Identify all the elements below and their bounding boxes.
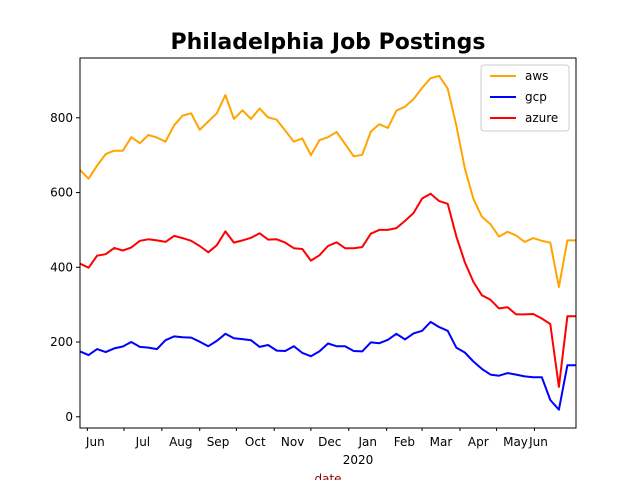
y-tick-label: 0 bbox=[65, 410, 73, 424]
x-tick-label: Jun bbox=[85, 435, 105, 449]
legend-label-azure: azure bbox=[525, 111, 558, 125]
x-tick-label: Apr bbox=[468, 435, 489, 449]
y-tick-label: 400 bbox=[50, 260, 73, 274]
series-line-gcp bbox=[79, 320, 576, 411]
x-tick-label: Jun bbox=[528, 435, 548, 449]
x-tick-label: Oct bbox=[245, 435, 266, 449]
x-tick-label: Feb bbox=[394, 435, 415, 449]
x-tick-label: May bbox=[503, 435, 528, 449]
y-tick-label: 800 bbox=[50, 111, 73, 125]
x-tick-label: Aug bbox=[169, 435, 192, 449]
x-axis-label: date bbox=[314, 472, 341, 480]
x-tick-label: Jan bbox=[357, 435, 377, 449]
x-tick-label: Jul bbox=[135, 435, 150, 449]
y-tick-label: 600 bbox=[50, 186, 73, 200]
x-tick-label: Sep bbox=[207, 435, 230, 449]
series-line-azure bbox=[79, 192, 576, 388]
x-tick-label: Dec bbox=[318, 435, 341, 449]
plot-frame bbox=[79, 57, 577, 429]
legend: aws gcp azure bbox=[480, 64, 570, 132]
legend-label-gcp: gcp bbox=[525, 90, 547, 104]
series-line-aws bbox=[79, 74, 576, 289]
x-tick-label: Nov bbox=[281, 435, 304, 449]
x-tick-label: Mar bbox=[430, 435, 453, 449]
legend-label-aws: aws bbox=[525, 69, 548, 83]
x-year-label: 2020 bbox=[343, 453, 374, 467]
y-tick-label: 200 bbox=[50, 335, 73, 349]
legend-box bbox=[480, 64, 570, 132]
chart-title: Philadelphia Job Postings bbox=[171, 30, 486, 55]
